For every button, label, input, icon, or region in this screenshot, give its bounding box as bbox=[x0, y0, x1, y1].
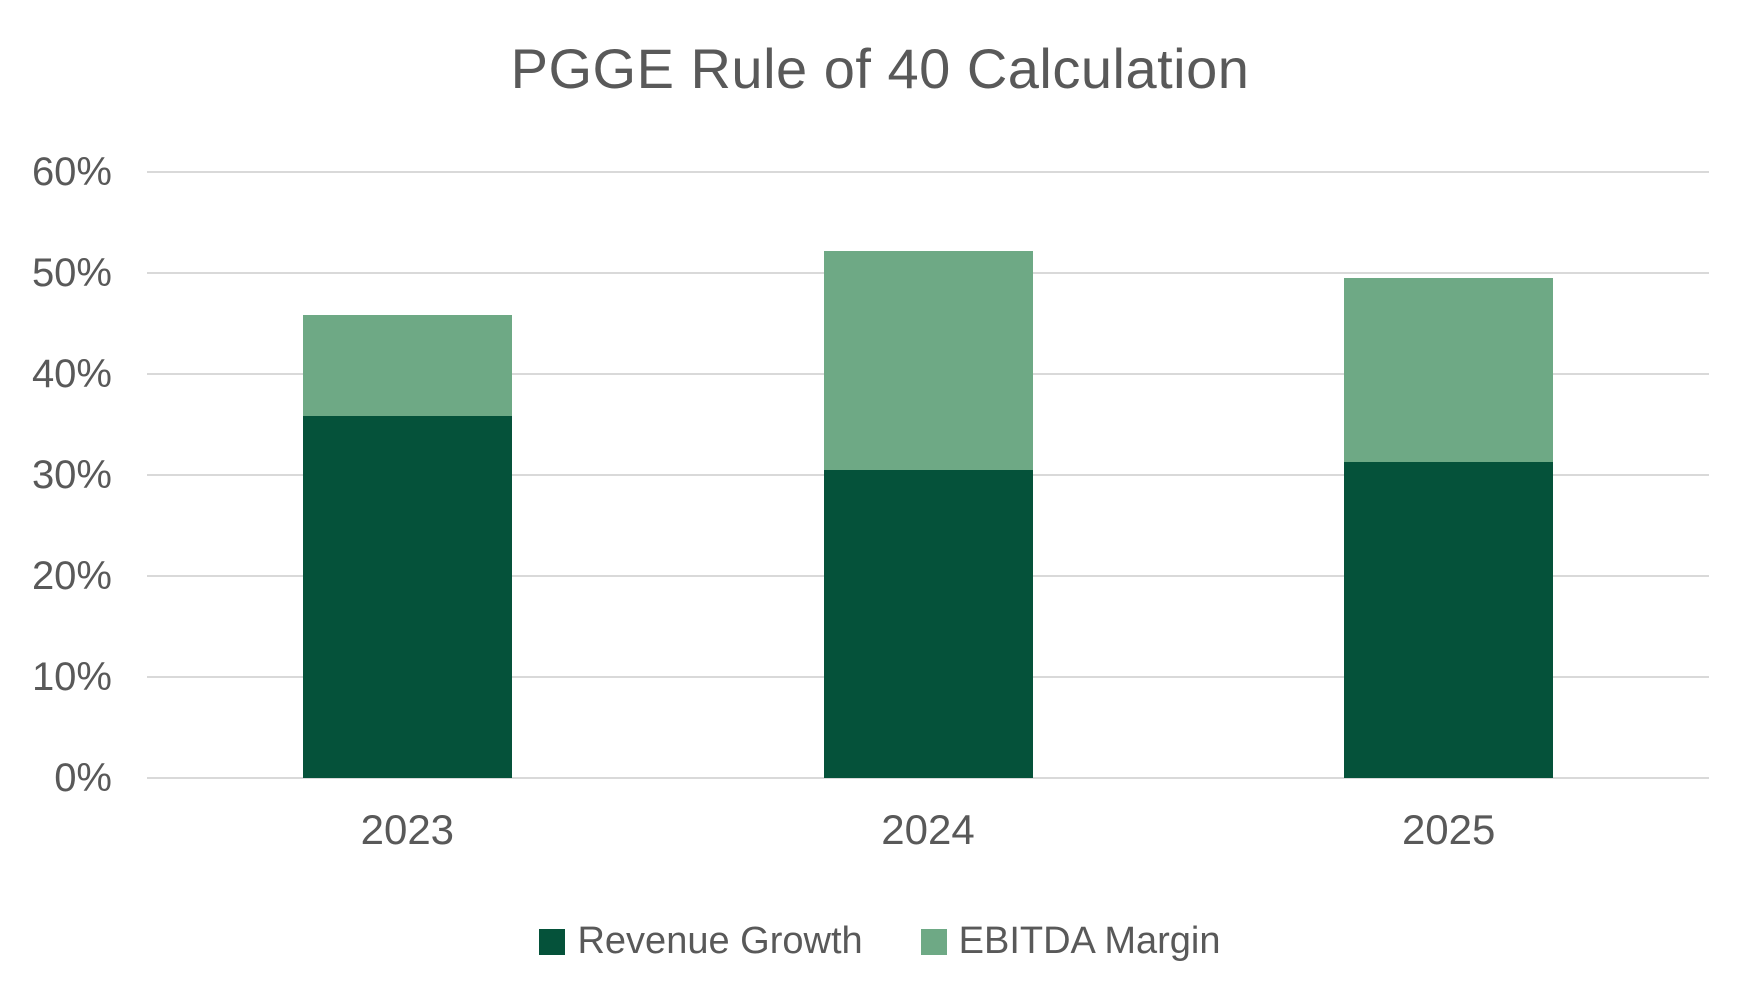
y-axis-tick-label: 60% bbox=[31, 150, 112, 194]
legend-label: EBITDA Margin bbox=[958, 920, 1221, 962]
legend-item-ebitda-margin: EBITDA Margin bbox=[920, 920, 1221, 963]
y-axis-tick-label: 0% bbox=[54, 756, 112, 800]
bar-2023-ebitda-margin bbox=[302, 315, 512, 417]
bar-2025-ebitda-margin bbox=[1344, 278, 1554, 462]
bar-2023-revenue-growth bbox=[302, 416, 512, 778]
bar-2025-revenue-growth bbox=[1344, 461, 1554, 778]
y-axis-tick-label: 20% bbox=[31, 554, 112, 598]
legend-swatch-icon bbox=[539, 928, 566, 955]
x-axis-label-2023: 2023 bbox=[360, 806, 455, 853]
legend: Revenue Growth EBITDA Margin bbox=[0, 920, 1760, 963]
legend-label: Revenue Growth bbox=[577, 920, 863, 962]
y-axis-tick-label: 40% bbox=[31, 352, 112, 396]
y-axis-tick-label: 30% bbox=[31, 453, 112, 497]
bar-2024-revenue-growth bbox=[823, 469, 1033, 778]
y-axis-tick-label: 10% bbox=[31, 655, 112, 699]
gridline-60% bbox=[147, 171, 1709, 173]
x-axis-label-2025: 2025 bbox=[1401, 806, 1496, 853]
legend-swatch-icon bbox=[920, 928, 947, 955]
bar-2024-ebitda-margin bbox=[823, 250, 1033, 470]
legend-item-revenue-growth: Revenue Growth bbox=[539, 920, 863, 963]
chart-title: PGGE Rule of 40 Calculation bbox=[510, 37, 1250, 100]
y-axis-tick-label: 50% bbox=[31, 251, 112, 295]
x-axis-label-2024: 2024 bbox=[881, 806, 975, 853]
gridline-0% bbox=[147, 777, 1709, 779]
